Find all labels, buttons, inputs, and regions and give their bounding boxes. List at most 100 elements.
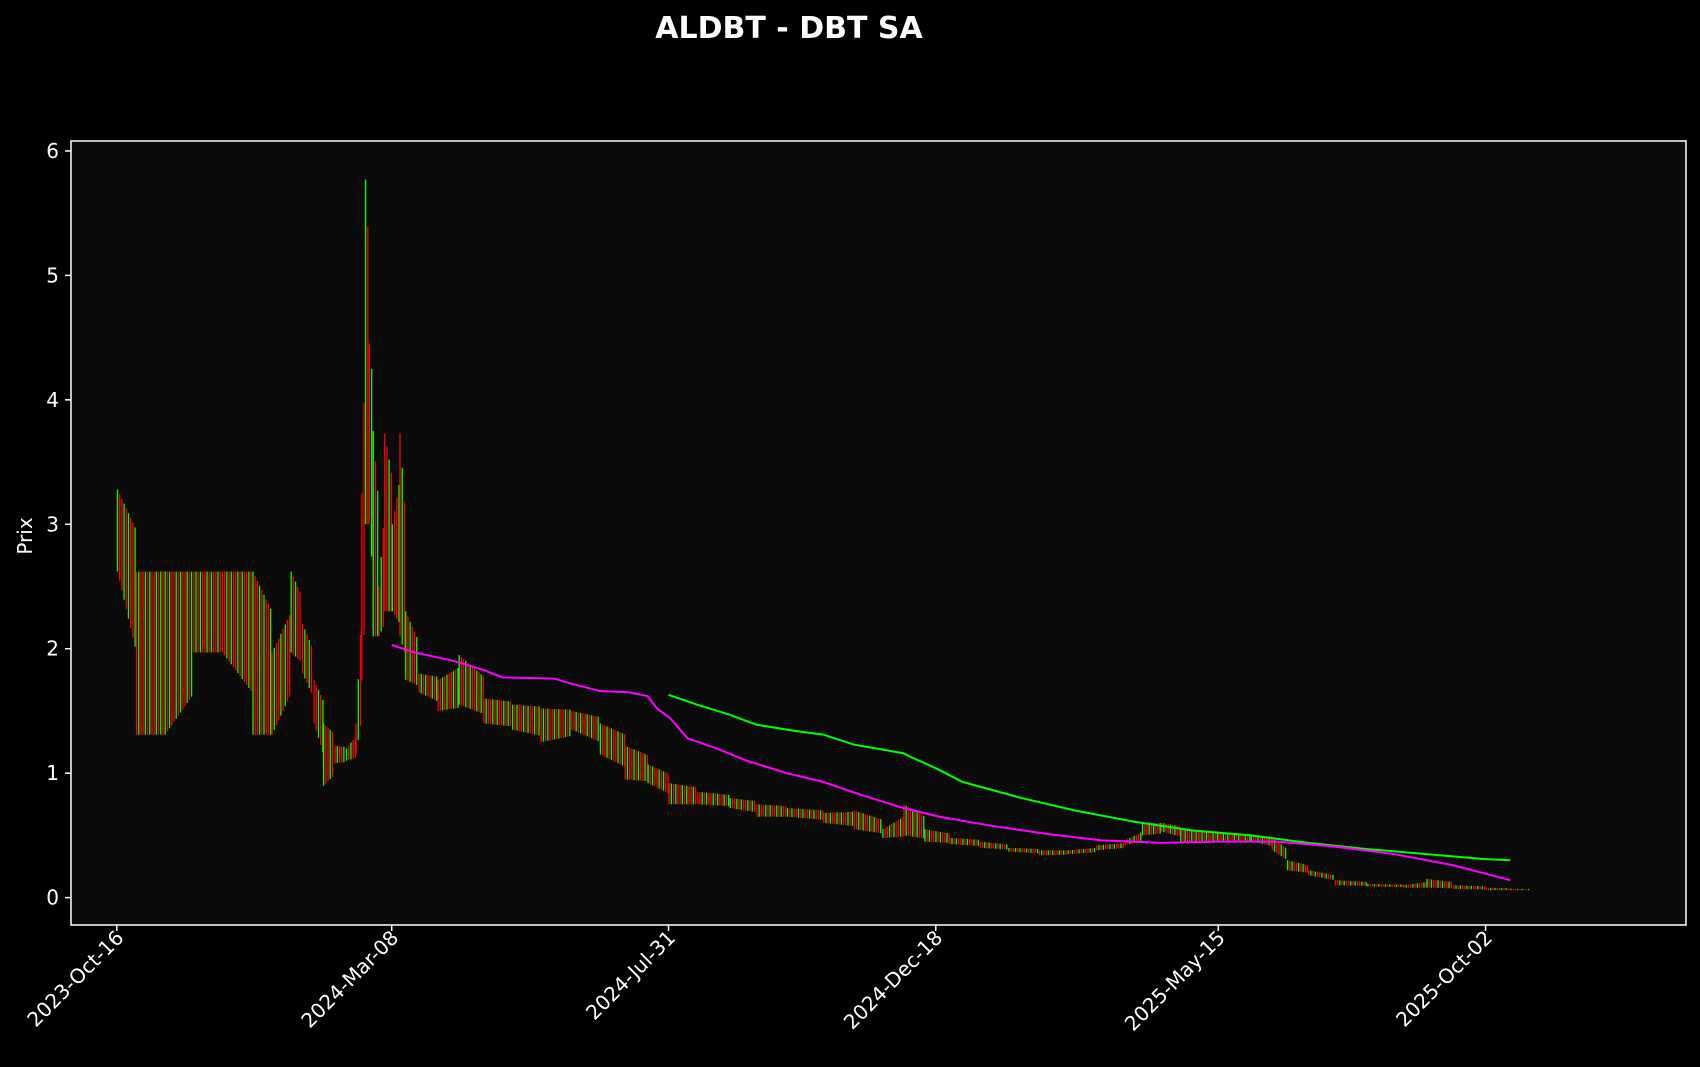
candle <box>193 571 195 653</box>
candle <box>686 785 688 805</box>
candle <box>949 837 951 845</box>
candle <box>1078 849 1080 854</box>
candle <box>146 571 149 735</box>
candle <box>359 634 362 726</box>
candle <box>1111 844 1113 849</box>
candle-group <box>1453 885 1486 890</box>
candle <box>762 804 765 817</box>
candle <box>962 838 964 845</box>
candle-group <box>756 804 787 817</box>
candle <box>536 706 538 735</box>
candle <box>235 571 237 671</box>
candle <box>388 459 390 612</box>
candle <box>1525 888 1528 891</box>
candle <box>1172 824 1174 835</box>
candle <box>1252 835 1255 843</box>
candle <box>1446 881 1448 889</box>
candle <box>577 712 580 733</box>
candle <box>427 675 429 697</box>
candle <box>473 668 476 711</box>
candle-group <box>949 837 980 846</box>
candle <box>776 805 778 817</box>
candle <box>123 503 125 600</box>
candle <box>480 674 482 714</box>
candle <box>1017 848 1019 853</box>
candle <box>642 752 644 781</box>
candle <box>212 571 215 653</box>
candle <box>842 812 845 825</box>
candle <box>751 800 753 812</box>
candle <box>599 723 602 755</box>
candle <box>1071 849 1074 854</box>
candle <box>924 829 926 842</box>
candle <box>1280 844 1282 857</box>
candle <box>725 794 728 806</box>
candle <box>1354 881 1356 886</box>
candle <box>975 839 977 846</box>
candle <box>446 674 448 710</box>
candle <box>1443 881 1446 889</box>
candle <box>308 639 310 688</box>
candle <box>1140 832 1142 841</box>
candle <box>918 813 921 838</box>
candle <box>851 811 854 826</box>
candle-group <box>697 791 730 807</box>
candle <box>439 678 442 711</box>
candle <box>1191 829 1193 842</box>
candle <box>829 812 832 824</box>
candle <box>1405 884 1407 888</box>
candle-group <box>372 430 379 637</box>
candle <box>1220 833 1222 841</box>
candle <box>973 839 975 846</box>
candle <box>1038 850 1041 856</box>
candle <box>815 809 817 820</box>
candle <box>204 571 206 653</box>
candle <box>731 798 734 809</box>
candle-group <box>345 736 356 761</box>
candle <box>1485 887 1487 891</box>
candle <box>1425 882 1427 888</box>
candle <box>1464 885 1466 890</box>
candle <box>1321 872 1323 878</box>
candle <box>320 694 322 745</box>
candle <box>586 714 588 737</box>
candle <box>1182 829 1184 842</box>
candle <box>1512 888 1514 891</box>
candle <box>149 571 151 735</box>
candle <box>357 679 359 741</box>
candle <box>738 799 740 810</box>
candle <box>1082 848 1085 854</box>
candle <box>681 785 684 805</box>
candle-group <box>334 745 345 764</box>
y-tick-label: 6 <box>46 139 59 163</box>
plot-frame <box>70 140 1687 926</box>
candle <box>953 838 955 845</box>
candle <box>1395 884 1398 887</box>
candle <box>119 494 121 581</box>
candle <box>1161 822 1163 832</box>
candle <box>368 343 371 525</box>
candle <box>254 576 256 735</box>
candle <box>217 571 219 653</box>
candle <box>629 747 631 780</box>
candle <box>157 571 160 735</box>
candle <box>1146 822 1148 835</box>
candle <box>569 709 571 737</box>
candle <box>278 638 280 721</box>
candle <box>1203 831 1205 842</box>
candle <box>267 604 270 735</box>
candle <box>1507 888 1509 891</box>
candle <box>1195 830 1197 842</box>
candle <box>716 793 719 806</box>
candle-group <box>252 571 272 735</box>
candle <box>1174 825 1176 836</box>
candle-group <box>1038 850 1067 856</box>
candle <box>542 708 545 742</box>
candle <box>1069 850 1071 854</box>
candle <box>610 728 613 761</box>
candle <box>1343 880 1345 886</box>
candle <box>1058 850 1060 855</box>
candle <box>758 804 760 817</box>
candle <box>1155 822 1157 835</box>
candle <box>1416 883 1418 888</box>
